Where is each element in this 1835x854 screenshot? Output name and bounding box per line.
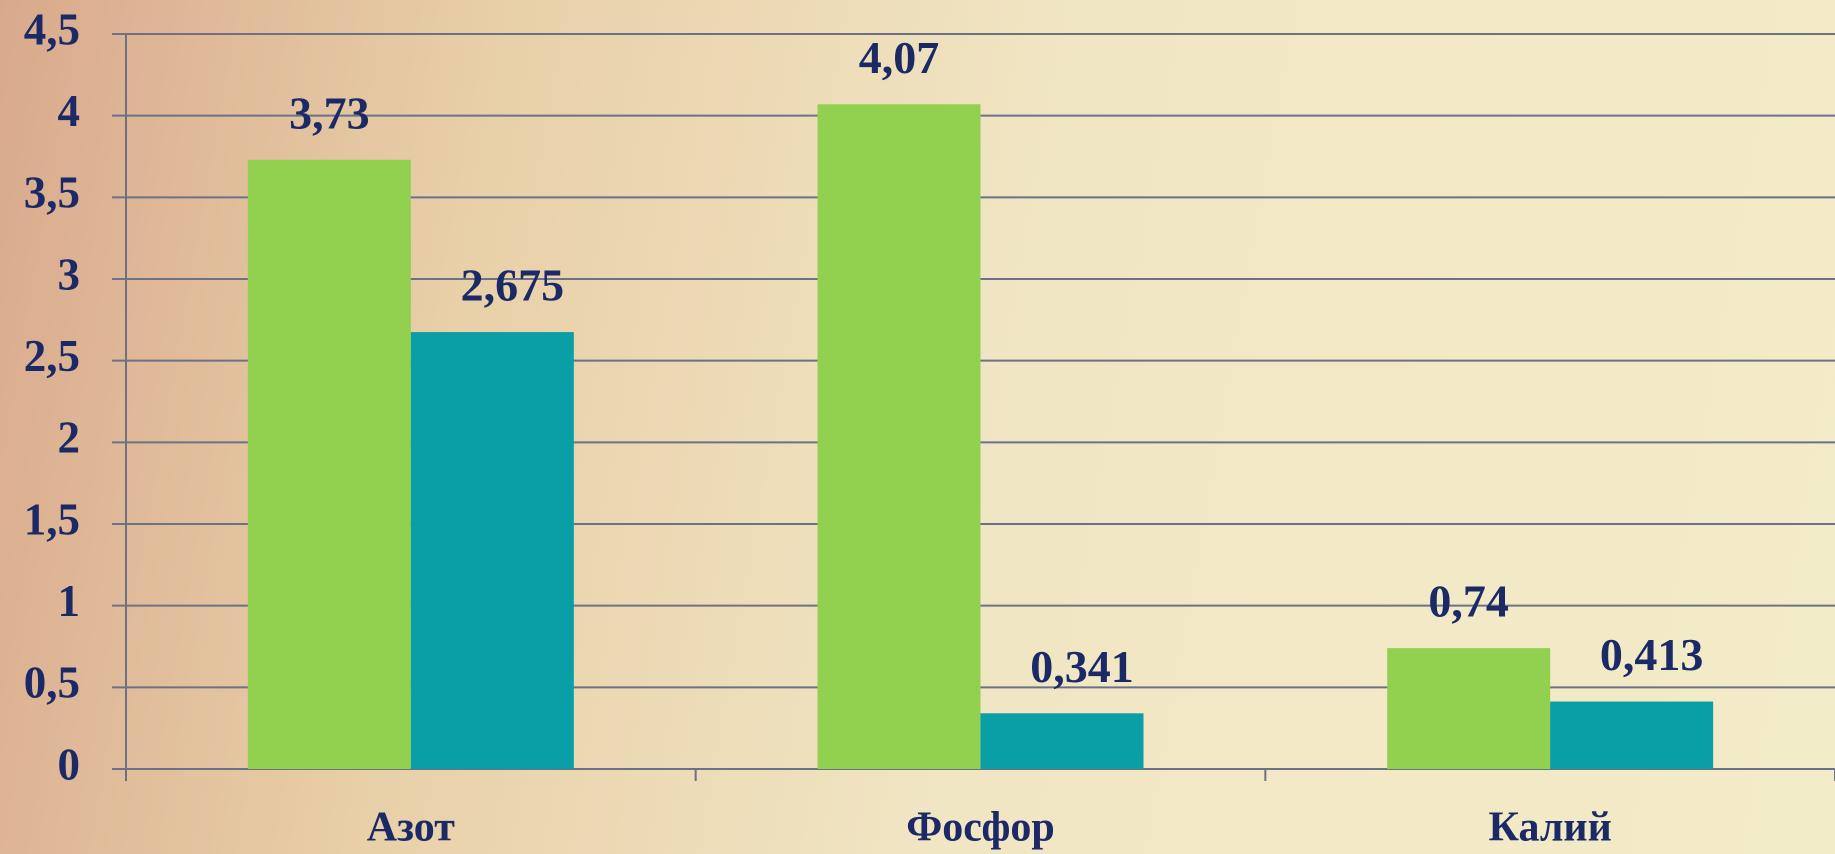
y-tick-label: 2 xyxy=(58,413,81,463)
y-tick-label: 1 xyxy=(58,576,81,626)
bar xyxy=(1550,701,1714,769)
y-tick-label: 0,5 xyxy=(24,658,80,708)
x-tick-label: Азот xyxy=(367,805,455,851)
y-tick-label: 2,5 xyxy=(24,331,80,381)
bar xyxy=(817,104,981,769)
y-tick-label: 4 xyxy=(58,86,81,136)
x-tick-label: Калий xyxy=(1489,805,1612,851)
y-tick-label: 3 xyxy=(58,249,81,299)
bar xyxy=(247,159,411,769)
y-tick-label: 4,5 xyxy=(24,4,80,54)
bar xyxy=(980,713,1144,769)
y-tick-label: 0 xyxy=(58,739,81,789)
value-label: 2,675 xyxy=(461,260,565,311)
x-tick-label: Фосфор xyxy=(906,805,1055,851)
bar xyxy=(1387,648,1551,769)
value-label: 0,341 xyxy=(1030,641,1134,692)
value-label: 0,413 xyxy=(1600,629,1704,680)
value-label: 4,07 xyxy=(859,32,940,83)
y-tick-label: 1,5 xyxy=(24,494,80,544)
bar xyxy=(410,332,574,769)
value-label: 3,73 xyxy=(289,87,370,138)
y-tick-label: 3,5 xyxy=(24,168,80,218)
value-label: 0,74 xyxy=(1428,576,1509,627)
